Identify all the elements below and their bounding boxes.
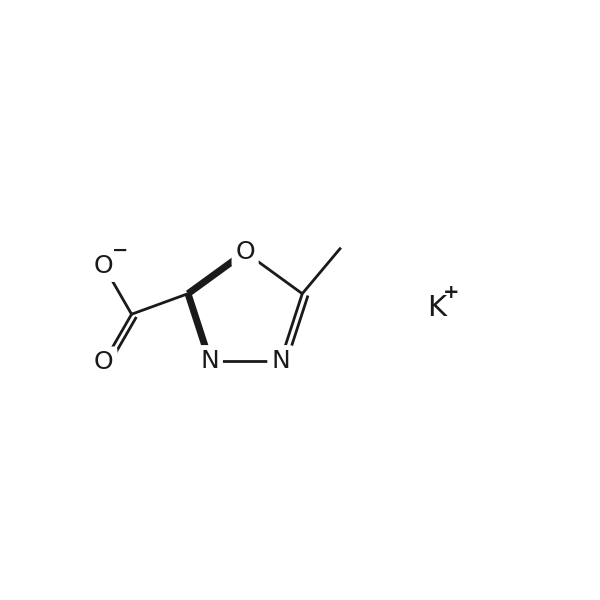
Text: O: O bbox=[235, 240, 255, 264]
Text: −: − bbox=[112, 241, 128, 260]
Text: +: + bbox=[442, 283, 459, 302]
Text: N: N bbox=[271, 349, 290, 373]
Text: K: K bbox=[427, 293, 446, 322]
Text: O: O bbox=[94, 254, 113, 278]
Text: N: N bbox=[200, 349, 219, 373]
Text: O: O bbox=[94, 350, 113, 374]
